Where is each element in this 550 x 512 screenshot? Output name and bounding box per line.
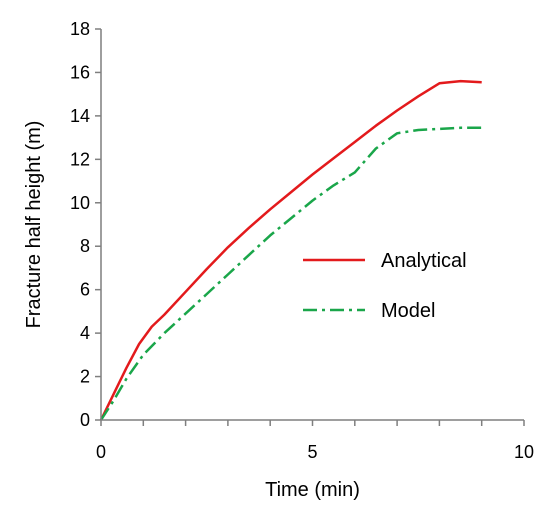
- x-tick-label: 5: [307, 442, 317, 462]
- y-tick-label: 16: [70, 62, 90, 82]
- series-line-analytical: [99, 79, 482, 421]
- x-axis-label: Time (min): [265, 479, 360, 501]
- legend-label-model: Model: [381, 300, 435, 322]
- y-tick-label: 14: [70, 106, 90, 126]
- y-tick-label: 4: [80, 323, 90, 343]
- y-axis-ticks: 0 2 4 6 8 10 12 14 16 18: [70, 19, 101, 430]
- y-axis-label: Fracture half height (m): [23, 121, 45, 329]
- legend-label-analytical: Analytical: [381, 250, 467, 272]
- x-tick-label: 10: [514, 442, 534, 462]
- y-tick-label: 10: [70, 193, 90, 213]
- x-axis-ticks: 0 5 10: [96, 420, 534, 462]
- x-tick-label: 0: [96, 442, 106, 462]
- legend: Analytical Model: [303, 250, 467, 322]
- y-tick-label: 0: [80, 410, 90, 430]
- y-tick-label: 6: [80, 280, 90, 300]
- series-layer: [99, 79, 482, 421]
- y-tick-label: 8: [80, 236, 90, 256]
- series-line-model: [99, 126, 482, 421]
- y-tick-label: 2: [80, 367, 90, 387]
- y-tick-label: 12: [70, 149, 90, 169]
- y-tick-label: 18: [70, 19, 90, 39]
